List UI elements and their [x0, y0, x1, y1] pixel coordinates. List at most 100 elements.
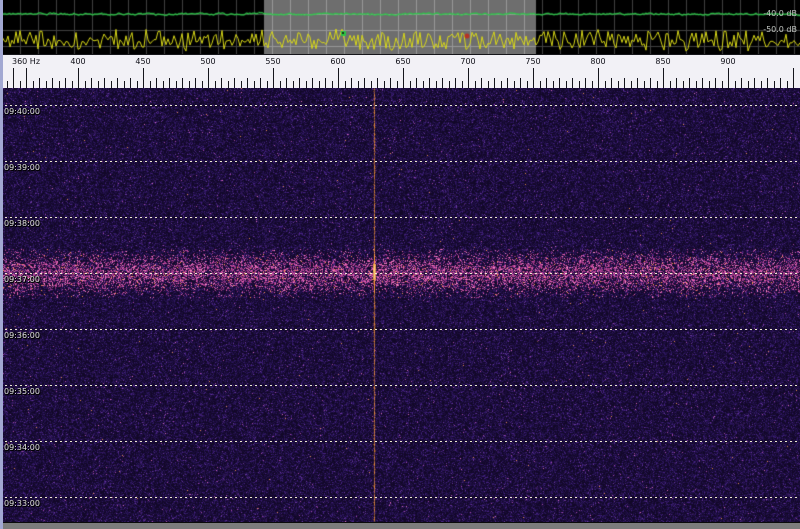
- ruler-tick: [351, 78, 352, 88]
- ruler-tick: [169, 78, 170, 88]
- ruler-tick: [410, 81, 411, 88]
- ruler-tick: [98, 81, 99, 88]
- ruler-tick: [767, 78, 768, 88]
- ruler-tick: [143, 68, 144, 88]
- window-left-border: [0, 0, 3, 529]
- ruler-tick: [735, 81, 736, 88]
- ruler-tick: [449, 81, 450, 88]
- freq-label-360: 360 Hz: [11, 57, 41, 66]
- ruler-tick: [670, 81, 671, 88]
- ruler-tick: [52, 78, 53, 88]
- ruler-tick: [156, 78, 157, 88]
- ruler-tick: [618, 81, 619, 88]
- ruler-tick: [182, 78, 183, 88]
- ruler-tick: [624, 78, 625, 88]
- ruler-tick: [59, 81, 60, 88]
- ruler-tick: [455, 78, 456, 88]
- ruler-tick: [91, 78, 92, 88]
- time-gridline: [0, 441, 800, 442]
- ruler-tick: [33, 81, 34, 88]
- ruler-tick: [533, 68, 534, 88]
- ruler-tick: [384, 81, 385, 88]
- ruler-tick: [104, 78, 105, 88]
- ruler-tick: [546, 78, 547, 88]
- ruler-tick: [273, 68, 274, 88]
- ruler-tick: [520, 78, 521, 88]
- ruler-tick: [416, 78, 417, 88]
- scope-canvas[interactable]: [0, 0, 800, 54]
- ruler-tick: [221, 78, 222, 88]
- ruler-tick: [501, 81, 502, 88]
- ruler-tick: [241, 81, 242, 88]
- ruler-tick: [293, 81, 294, 88]
- ruler-tick: [176, 81, 177, 88]
- waterfall-canvas[interactable]: [0, 88, 800, 522]
- ruler-tick: [566, 81, 567, 88]
- ruler-tick: [267, 81, 268, 88]
- ruler-tick: [540, 81, 541, 88]
- ruler-tick: [7, 81, 8, 88]
- ruler-tick: [709, 81, 710, 88]
- ruler-tick: [39, 78, 40, 88]
- ruler-tick: [715, 78, 716, 88]
- ruler-tick: [286, 78, 287, 88]
- ruler-tick: [787, 81, 788, 88]
- ruler-tick: [468, 68, 469, 88]
- ruler-tick: [234, 78, 235, 88]
- ruler-tick: [475, 81, 476, 88]
- freq-label-500: 500: [200, 57, 216, 66]
- ruler-tick: [683, 81, 684, 88]
- time-label: 09:38:00: [4, 219, 40, 228]
- freq-label-650: 650: [395, 57, 411, 66]
- ruler-tick: [761, 81, 762, 88]
- ruler-tick: [644, 81, 645, 88]
- ruler-tick: [65, 78, 66, 88]
- ruler-tick: [332, 81, 333, 88]
- time-label: 09:36:00: [4, 331, 40, 340]
- ruler-tick: [254, 81, 255, 88]
- db-scale-label-lower: -50.0 dB: [763, 25, 797, 34]
- ruler-tick: [488, 81, 489, 88]
- freq-label-550: 550: [265, 57, 281, 66]
- window-bottom-line: [0, 522, 800, 523]
- ruler-tick: [130, 78, 131, 88]
- ruler-tick: [689, 78, 690, 88]
- freq-label-400: 400: [70, 57, 86, 66]
- ruler-tick: [124, 81, 125, 88]
- ruler-tick: [722, 81, 723, 88]
- time-gridline: [0, 329, 800, 330]
- frequency-ruler[interactable]: 360 Hz 400 450 500 550 600 650 700 750 800 850 900: [0, 54, 800, 88]
- waterfall-overlay: 09:40:00 09:39:00 09:38:00 09:37:00 09:36:00…: [0, 88, 800, 522]
- ruler-tick: [280, 81, 281, 88]
- ruler-tick: [345, 81, 346, 88]
- ruler-tick: [514, 81, 515, 88]
- ruler-tick: [358, 81, 359, 88]
- ruler-tick: [338, 68, 339, 88]
- ruler-tick: [195, 78, 196, 88]
- time-label: 09:37:00: [4, 275, 40, 284]
- ruler-tick: [202, 81, 203, 88]
- ruler-tick: [605, 81, 606, 88]
- ruler-tick: [553, 81, 554, 88]
- spectrum-scope-panel[interactable]: -40.0 dB -50.0 dB: [0, 0, 800, 54]
- time-label: 09:35:00: [4, 387, 40, 396]
- freq-label-700: 700: [460, 57, 476, 66]
- ruler-tick: [676, 78, 677, 88]
- freq-label-450: 450: [135, 57, 151, 66]
- ruler-tick: [215, 81, 216, 88]
- ruler-tick: [312, 78, 313, 88]
- ruler-tick: [325, 78, 326, 88]
- ruler-tick: [579, 81, 580, 88]
- waterfall-panel[interactable]: 09:40:00 09:39:00 09:38:00 09:37:00 09:36:00…: [0, 88, 800, 522]
- ruler-tick: [78, 68, 79, 88]
- ruler-tick: [507, 78, 508, 88]
- time-label: 09:33:00: [4, 499, 40, 508]
- ruler-tick: [137, 81, 138, 88]
- ruler-tick: [423, 81, 424, 88]
- ruler-tick: [598, 68, 599, 88]
- ruler-tick: [481, 78, 482, 88]
- ruler-tick: [494, 78, 495, 88]
- time-gridline: [0, 497, 800, 498]
- ruler-tick: [741, 78, 742, 88]
